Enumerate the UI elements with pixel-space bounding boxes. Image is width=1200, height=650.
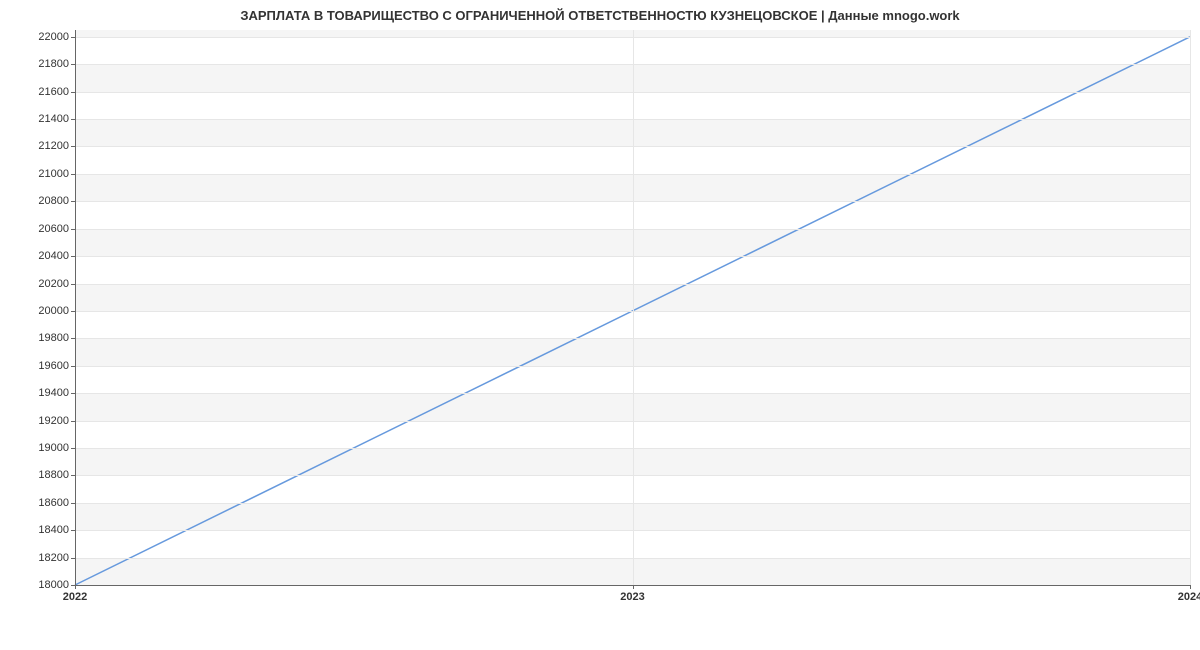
y-tick-label: 20000 xyxy=(38,305,69,317)
y-tick-label: 21200 xyxy=(38,140,69,152)
x-axis-line xyxy=(75,585,1190,586)
y-tick-label: 18800 xyxy=(38,469,69,481)
y-tick-label: 20800 xyxy=(38,195,69,207)
y-tick-label: 21800 xyxy=(38,58,69,70)
y-tick-label: 18400 xyxy=(38,524,69,536)
x-tick-label: 2024 xyxy=(1178,591,1200,603)
y-tick-label: 19000 xyxy=(38,442,69,454)
x-tick-label: 2023 xyxy=(620,591,644,603)
x-tick-label: 2022 xyxy=(63,591,87,603)
y-tick-label: 18600 xyxy=(38,497,69,509)
y-tick-label: 19400 xyxy=(38,387,69,399)
y-tick-label: 21600 xyxy=(38,86,69,98)
salary-chart: ЗАРПЛАТА В ТОВАРИЩЕСТВО С ОГРАНИЧЕННОЙ О… xyxy=(0,0,1200,650)
y-tick-label: 18000 xyxy=(38,579,69,591)
y-tick-label: 21400 xyxy=(38,113,69,125)
y-tick-label: 21000 xyxy=(38,168,69,180)
chart-title: ЗАРПЛАТА В ТОВАРИЩЕСТВО С ОГРАНИЧЕННОЙ О… xyxy=(0,8,1200,23)
y-tick-label: 18200 xyxy=(38,552,69,564)
plot-area: 1800018200184001860018800190001920019400… xyxy=(75,30,1190,585)
y-tick-label: 20400 xyxy=(38,250,69,262)
gridline-vertical xyxy=(633,30,634,585)
y-axis-line xyxy=(75,30,76,585)
gridline-vertical xyxy=(1190,30,1191,585)
y-tick-label: 22000 xyxy=(38,31,69,43)
x-tick-mark xyxy=(1190,585,1191,589)
y-tick-label: 19600 xyxy=(38,360,69,372)
y-tick-label: 20200 xyxy=(38,278,69,290)
y-tick-label: 20600 xyxy=(38,223,69,235)
y-tick-label: 19800 xyxy=(38,332,69,344)
y-tick-label: 19200 xyxy=(38,415,69,427)
